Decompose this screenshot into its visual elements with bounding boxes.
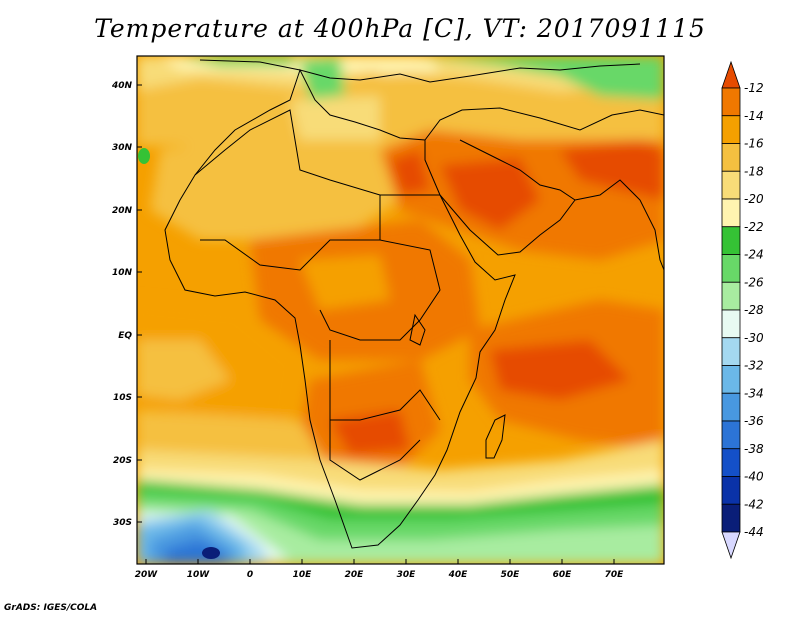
colorbar-swatch: [721, 448, 741, 477]
lon-label-20w: 20W: [135, 570, 159, 580]
map-title: Temperature at 400hPa [C], VT: 201709111…: [94, 14, 706, 43]
colorbar-label: -44: [744, 525, 764, 539]
colorbar-label: -20: [744, 192, 764, 206]
colorbar-label: -34: [744, 386, 764, 400]
colorbar-swatch: [721, 476, 741, 505]
lat-label-20s: 20S: [113, 456, 132, 466]
colorbar-swatch: [721, 143, 741, 172]
lat-label-40n: 40N: [111, 81, 133, 91]
colorbar-swatch: [721, 87, 741, 117]
footer-credit: GrADS: IGES/COLA: [4, 603, 98, 613]
plot-frame: [136, 55, 665, 565]
lat-label-30n: 30N: [112, 143, 133, 153]
colorbar-swatch: [721, 392, 741, 422]
colorbar-swatch: [721, 170, 741, 200]
temperature-field: [137, 56, 664, 564]
lon-label-10e: 10E: [293, 570, 313, 580]
lon-label-0: 0: [247, 570, 253, 580]
lon-label-50e: 50E: [501, 570, 521, 580]
colorbar-swatch: [721, 115, 741, 144]
colorbar-label: -14: [744, 109, 764, 123]
colorbar-swatch: [721, 254, 741, 283]
colorbar-swatch: [721, 198, 741, 228]
colorbar-label: -18: [744, 164, 764, 178]
colorbar-label: -30: [744, 331, 764, 345]
coastline-and-borders: [164, 59, 664, 549]
lon-label-40e: 40E: [448, 570, 469, 580]
colorbar: -12 -14 -16 -18 -20 -22 -24 -26 -28 -30 -32 -34 -36 -…: [721, 60, 764, 560]
lat-label-10s: 10S: [113, 393, 132, 403]
colorbar-cap-bottom: [721, 531, 741, 560]
colorbar-label: -36: [744, 414, 764, 428]
lat-label-10n: 10N: [112, 268, 133, 278]
colorbar-swatch: [721, 309, 741, 339]
lon-label-70e: 70E: [605, 570, 625, 580]
colorbar-swatch: [721, 226, 741, 255]
colorbar-label: -12: [744, 81, 764, 95]
colorbar-label: -32: [744, 359, 764, 373]
colorbar-swatch: [721, 420, 741, 450]
lon-label-30e: 30E: [397, 570, 417, 580]
colorbar-label: -38: [744, 442, 764, 456]
colorbar-swatch: [721, 503, 741, 533]
colorbar-label: -26: [744, 275, 764, 289]
colorbar-label: -40: [744, 470, 764, 484]
colorbar-label: -22: [744, 220, 764, 234]
colorbar-cap-top: [721, 60, 741, 89]
colorbar-label: -42: [744, 497, 764, 511]
lon-label-10w: 10W: [187, 570, 211, 580]
colorbar-label: -24: [744, 248, 764, 262]
lon-label-20e: 20E: [345, 570, 365, 580]
colorbar-swatch: [721, 337, 741, 366]
lat-label-20n: 20N: [112, 206, 133, 216]
lat-label-eq: EQ: [118, 331, 132, 341]
lon-label-60e: 60E: [553, 570, 573, 580]
colorbar-swatch: [721, 365, 741, 394]
colorbar-label: -16: [744, 137, 764, 151]
colorbar-label: -28: [744, 303, 764, 317]
lat-label-30s: 30S: [113, 518, 132, 528]
colorbar-swatch: [721, 281, 741, 311]
